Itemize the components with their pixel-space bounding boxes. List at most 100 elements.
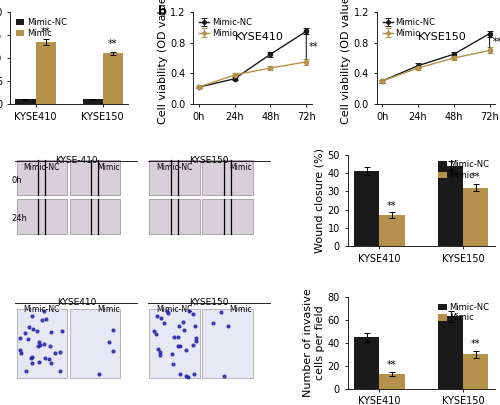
Point — [95, 371, 103, 378]
Point — [154, 345, 162, 352]
Text: KYSE150: KYSE150 — [190, 156, 229, 165]
Point — [28, 354, 36, 360]
Point — [190, 371, 198, 377]
Point — [22, 368, 30, 374]
Bar — [150, 198, 200, 234]
Text: **: ** — [387, 360, 396, 370]
Bar — [16, 309, 67, 378]
Text: KYSE410: KYSE410 — [56, 298, 96, 307]
Point — [109, 348, 117, 355]
Bar — [202, 198, 253, 234]
Y-axis label: Wound closure (%): Wound closure (%) — [315, 148, 325, 253]
Point — [40, 355, 48, 361]
Bar — [150, 309, 200, 378]
Point — [28, 360, 36, 366]
Point — [189, 342, 197, 348]
Bar — [36, 42, 56, 104]
Text: Mimic: Mimic — [230, 163, 252, 172]
Point — [42, 316, 50, 322]
Bar — [463, 354, 488, 389]
Point — [156, 315, 164, 321]
Text: KYSE-410: KYSE-410 — [55, 156, 98, 165]
Text: Mimic-NC: Mimic-NC — [156, 163, 192, 172]
Bar — [202, 160, 253, 195]
Point — [220, 373, 228, 379]
Point — [160, 320, 168, 326]
Bar — [354, 337, 380, 389]
Point — [25, 324, 33, 330]
Bar — [82, 99, 103, 104]
Point — [29, 326, 37, 333]
Point — [218, 309, 226, 315]
Bar — [16, 198, 67, 234]
Text: **: ** — [492, 37, 500, 47]
Bar — [16, 160, 67, 195]
Point — [35, 358, 43, 365]
Point — [175, 323, 183, 330]
Point — [47, 360, 55, 367]
Bar — [354, 171, 380, 246]
Bar — [150, 160, 200, 195]
Legend: Mimic-NC, Mimic: Mimic-NC, Mimic — [381, 16, 436, 39]
Point — [156, 349, 164, 356]
Text: **: ** — [108, 39, 118, 49]
Point — [169, 360, 177, 367]
Bar — [16, 99, 36, 104]
Point — [44, 356, 52, 362]
Point — [192, 335, 200, 341]
Point — [24, 336, 32, 343]
Text: **: ** — [309, 42, 318, 51]
Bar — [70, 160, 120, 195]
Legend: Mimic-NC, Mimic: Mimic-NC, Mimic — [436, 301, 491, 324]
Point — [110, 327, 118, 334]
Point — [32, 327, 40, 334]
Text: 0h: 0h — [12, 176, 22, 185]
Bar — [380, 215, 404, 246]
Text: Mimic-NC: Mimic-NC — [156, 305, 192, 314]
Point — [48, 328, 56, 335]
Bar — [463, 188, 488, 246]
Legend: Mimic-NC, Mimic: Mimic-NC, Mimic — [436, 159, 491, 182]
Point — [182, 372, 190, 379]
Text: Mimic: Mimic — [97, 305, 120, 314]
Point — [153, 313, 161, 320]
Point — [58, 327, 66, 334]
Point — [36, 342, 44, 349]
Point — [184, 373, 192, 380]
Text: KYSE410: KYSE410 — [235, 32, 284, 43]
Point — [182, 346, 190, 353]
Point — [156, 352, 164, 358]
Text: KYSE150: KYSE150 — [418, 32, 467, 43]
Bar — [70, 309, 120, 378]
Point — [46, 343, 54, 350]
Point — [152, 330, 160, 337]
Text: Mimic: Mimic — [97, 163, 120, 172]
Text: KYSE150: KYSE150 — [190, 298, 229, 307]
Point — [20, 330, 28, 336]
Point — [192, 338, 200, 344]
Point — [16, 346, 24, 353]
Point — [56, 367, 64, 374]
Point — [179, 318, 187, 325]
Y-axis label: Number of invasive
cells per field: Number of invasive cells per field — [303, 288, 325, 397]
Bar — [202, 309, 253, 378]
Legend: Mimic-NC, Mimic: Mimic-NC, Mimic — [198, 16, 254, 39]
Point — [16, 334, 24, 341]
Text: 24h: 24h — [12, 214, 27, 223]
Point — [174, 343, 182, 349]
Point — [168, 351, 176, 358]
Point — [176, 342, 184, 349]
Point — [164, 310, 172, 317]
Point — [51, 350, 59, 356]
Point — [176, 371, 184, 377]
Point — [106, 339, 114, 345]
Point — [28, 313, 36, 320]
Text: **: ** — [471, 339, 480, 349]
Point — [150, 328, 158, 335]
Text: **: ** — [387, 200, 396, 211]
Point — [174, 334, 182, 340]
Point — [38, 317, 46, 323]
Bar — [103, 53, 123, 104]
Text: **: ** — [471, 172, 480, 182]
Text: **: ** — [41, 27, 50, 37]
